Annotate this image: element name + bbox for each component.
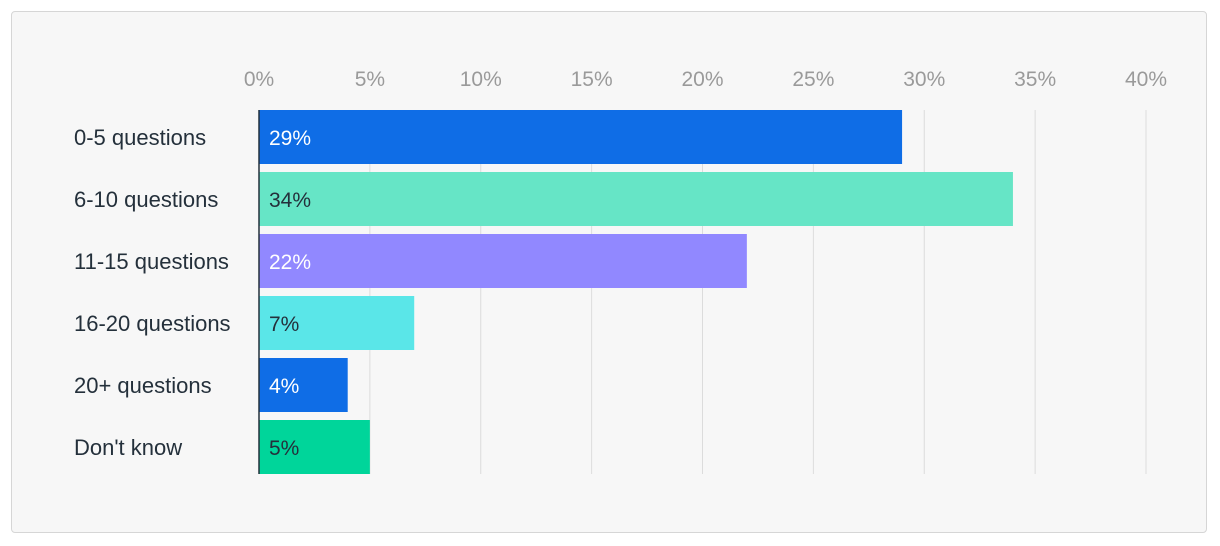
x-tick-label: 35%: [1014, 68, 1056, 91]
category-labels: 0-5 questions 6-10 questions 11-15 questio…: [74, 125, 231, 460]
bar: [259, 110, 903, 164]
data-label: 22%: [269, 251, 311, 274]
data-label: 5%: [269, 437, 299, 460]
x-axis-tick-labels: 0% 5% 10% 15% 20% 25% 30% 35% 40%: [244, 68, 1167, 91]
x-tick-label: 25%: [792, 68, 834, 91]
x-tick-label: 30%: [903, 68, 945, 91]
data-label: 7%: [269, 313, 299, 336]
x-tick-label: 5%: [355, 68, 385, 91]
category-label: 11-15 questions: [74, 249, 229, 274]
x-tick-label: 15%: [571, 68, 613, 91]
category-label: Don't know: [74, 435, 182, 460]
bar: [259, 234, 747, 288]
bar: [259, 358, 348, 412]
category-label: 0-5 questions: [74, 125, 206, 150]
x-tick-label: 0%: [244, 68, 274, 91]
category-label: 6-10 questions: [74, 187, 218, 212]
x-tick-label: 20%: [681, 68, 723, 91]
bar: [259, 420, 370, 474]
gridlines: [369, 110, 1147, 474]
data-label: 29%: [269, 127, 311, 150]
category-label: 16-20 questions: [74, 311, 231, 336]
bar: [259, 172, 1013, 226]
x-tick-label: 40%: [1125, 68, 1167, 91]
data-labels: 29% 34% 22% 7% 4% 5%: [269, 127, 311, 460]
category-label: 20+ questions: [74, 373, 212, 398]
data-label: 4%: [269, 375, 299, 398]
bars: [259, 110, 1013, 474]
bar: [259, 296, 415, 350]
data-label: 34%: [269, 189, 311, 212]
x-tick-label: 10%: [460, 68, 502, 91]
